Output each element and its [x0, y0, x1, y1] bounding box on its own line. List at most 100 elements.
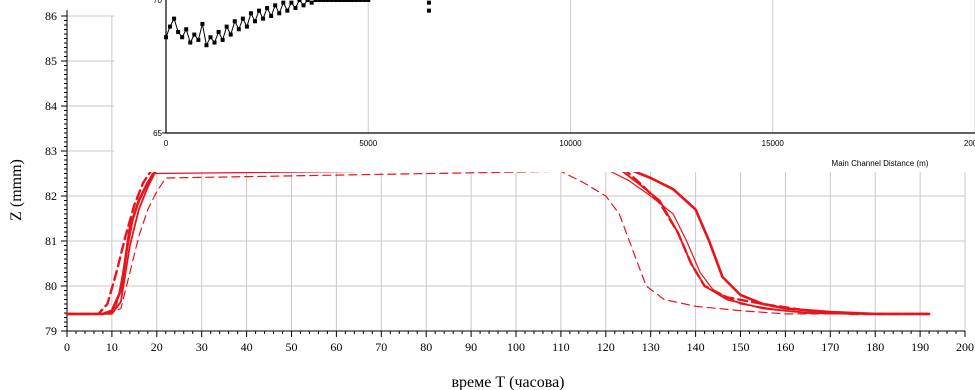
inset-point-marker: [200, 21, 205, 26]
x-tick-label: 200: [956, 340, 974, 354]
inset-point-marker: [168, 24, 173, 29]
inset-point-marker: [341, 0, 346, 2]
y-tick-label: 82: [45, 189, 57, 203]
inset-x-tick-label: 5000: [359, 139, 377, 148]
inset-point-marker: [220, 37, 225, 42]
y-tick-label: 85: [45, 54, 57, 68]
inset-axes: [162, 0, 975, 134]
x-tick-label: 50: [286, 340, 298, 354]
inset-point-marker: [301, 3, 306, 8]
inset-tick-labels: 0 5000 10000 15000 20000 65 70: [153, 0, 975, 148]
inset-point-marker: [289, 0, 294, 5]
inset-point-marker: [362, 0, 367, 2]
inset-point-marker: [265, 5, 270, 10]
x-tick-label: 0: [64, 340, 70, 354]
inset-point-marker: [273, 3, 278, 8]
inset-point-marker: [285, 8, 290, 13]
inset-point-marker: [188, 40, 193, 45]
inset-point-marker: [172, 16, 177, 21]
x-tick-label: 120: [597, 340, 615, 354]
x-tick-label: 100: [507, 340, 525, 354]
inset-point-marker: [212, 40, 217, 45]
y-axis-title: Z (mmm): [8, 159, 25, 221]
inset-point-marker: [309, 0, 314, 5]
inset-point-marker: [277, 11, 282, 16]
x-tick-label: 70: [375, 340, 387, 354]
inset-point-marker: [426, 0, 431, 5]
inset-y-tick-label: 70: [153, 0, 162, 5]
inset-point-marker: [269, 13, 274, 18]
inset-point-marker: [176, 29, 181, 34]
x-tick-label: 190: [911, 340, 929, 354]
inset-point-marker: [321, 0, 326, 2]
x-tick-label: 20: [151, 340, 163, 354]
x-tick-label: 160: [776, 340, 794, 354]
inset-panel: [114, 0, 975, 172]
x-tick-label: 180: [866, 340, 884, 354]
x-tick-label: 110: [552, 340, 570, 354]
inset-point-marker: [208, 35, 213, 40]
inset-x-axis-title: Main Channel Distance (m): [832, 159, 929, 168]
inset-point-marker: [228, 32, 233, 37]
inset-point-marker: [236, 27, 241, 32]
x-tick-label: 10: [106, 340, 118, 354]
inset-point-marker: [164, 35, 168, 40]
inset-point-marker: [305, 0, 310, 2]
inset-point-marker: [297, 0, 302, 2]
inset-point-marker: [293, 5, 298, 10]
x-tick-label: 30: [196, 340, 208, 354]
main-axes: [61, 10, 966, 337]
x-axis-title: време Т (часова): [451, 374, 564, 390]
inset-point-marker: [224, 24, 229, 29]
series-line-4: [65, 167, 931, 316]
inset-x-tick-label: 15000: [762, 139, 785, 148]
inset-point-marker: [354, 0, 359, 2]
x-tick-label: 80: [420, 340, 432, 354]
y-tick-label: 86: [45, 9, 57, 23]
x-tick-label: 40: [241, 340, 253, 354]
inset-point-marker: [204, 43, 209, 48]
inset-point-marker: [426, 8, 431, 13]
inset-gridlines: [367, 0, 975, 133]
inset-point-marker: [244, 24, 249, 29]
inset-point-marker: [317, 0, 322, 2]
inset-point-marker: [196, 37, 201, 42]
inset-point-marker: [216, 29, 221, 34]
y-tick-label: 81: [45, 234, 57, 248]
x-tick-label: 60: [330, 340, 342, 354]
x-tick-label: 140: [687, 340, 705, 354]
y-tick-label: 79: [45, 324, 57, 338]
inset-point-marker: [281, 0, 286, 5]
inset-point-marker: [180, 35, 185, 40]
main-tick-labels: 0 10 20 30 40 50 60 70 80 90 100 110 120 130 140 150 160…: [45, 9, 974, 354]
inset-point-marker: [325, 0, 330, 2]
x-tick-label: 170: [821, 340, 839, 354]
series-line-5: [66, 170, 854, 315]
inset-x-tick-label: 20000: [964, 139, 975, 148]
inset-point-marker: [313, 0, 318, 2]
inset-point-marker: [350, 0, 355, 2]
inset-series-group: [164, 0, 431, 48]
inset-point-marker: [366, 0, 371, 2]
inset-y-tick-label: 65: [153, 129, 162, 138]
inset-x-tick-label: 10000: [559, 139, 582, 148]
inset-point-marker: [329, 0, 334, 2]
y-tick-label: 80: [45, 279, 57, 293]
inset-point-marker: [240, 16, 245, 21]
y-tick-label: 84: [45, 99, 57, 113]
x-tick-label: 90: [465, 340, 477, 354]
inset-point-marker: [261, 16, 266, 21]
inset-point-marker: [184, 27, 189, 32]
inset-point-marker: [232, 19, 237, 24]
inset-point-marker: [192, 32, 197, 37]
inset-x-tick-label: 0: [164, 139, 169, 148]
inset-point-marker: [346, 0, 351, 2]
x-tick-label: 130: [642, 340, 660, 354]
inset-point-marker: [333, 0, 338, 2]
inset-point-marker: [252, 19, 257, 24]
y-tick-label: 83: [45, 144, 57, 158]
inset-point-marker: [248, 11, 253, 16]
inset-point-marker: [257, 8, 262, 13]
